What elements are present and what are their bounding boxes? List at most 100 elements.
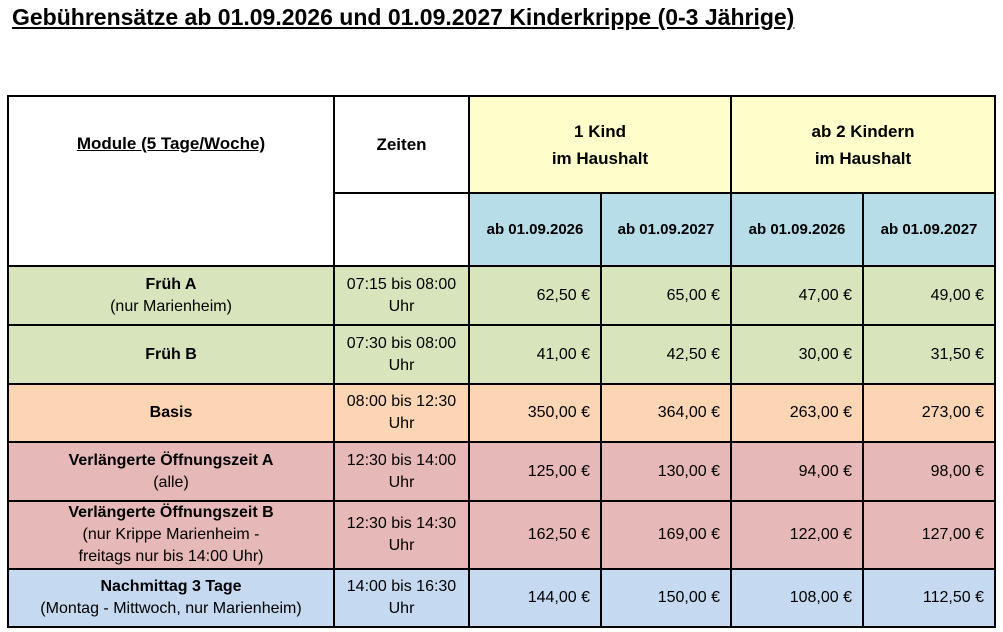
fee-value: 125,00 € <box>527 462 590 480</box>
fee-value: 263,00 € <box>789 404 853 421</box>
date-header: ab 01.09.2026 <box>748 220 846 238</box>
module-cell: Verlängerte Öffnungszeit A (alle) <box>7 441 335 502</box>
fee-value: 150,00 € <box>657 589 721 606</box>
fee-row: Verlängerte Öffnungszeit A (alle) 12:30 bi… <box>7 441 997 502</box>
fee-value: 122,00 € <box>789 526 853 543</box>
fee-cell: 263,00 € <box>730 383 865 443</box>
fee-cell: 108,00 € <box>730 568 865 628</box>
module-name: Verlängerte Öffnungszeit A <box>68 451 274 469</box>
fee-value: 49,00 € <box>930 286 985 304</box>
module-note: freitags nur bis 14:00 Uhr) <box>78 548 264 565</box>
fee-value: 162,50 € <box>527 526 590 543</box>
module-name: Verlängerte Öffnungszeit B <box>68 504 274 521</box>
page-title: Gebührensätze ab 01.09.2026 und 01.09.20… <box>12 4 795 30</box>
date-row: ab 01.09.2026 ab 01.09.2027 ab 01.09.2026 a… <box>8 192 997 267</box>
fee-row: Früh A (nur Marienheim) 07:15 bis 08:00 Uh… <box>7 265 997 326</box>
time-text: 12:30 bis 14:30 Uhr <box>346 515 457 554</box>
group-header: im Haushalt <box>814 148 912 168</box>
time-text: 07:30 bis 08:00 Uhr <box>346 334 457 374</box>
group-header: 1 Kind <box>574 121 626 141</box>
fee-row: Nachmittag 3 Tage (Montag - Mittwoch, nur… <box>7 568 997 628</box>
fee-value: 65,00 € <box>666 286 721 304</box>
module-name: Basis <box>149 404 193 421</box>
fee-cell: 125,00 € <box>468 441 602 502</box>
fee-cell: 62,50 € <box>468 265 602 326</box>
fee-value: 112,50 € <box>922 589 985 606</box>
fee-cell: 98,00 € <box>862 441 997 502</box>
module-name: Früh B <box>145 345 197 363</box>
fee-row: Verlängerte Öffnungszeit B (nur Krippe Ma… <box>7 500 997 570</box>
fee-value: 30,00 € <box>798 345 853 363</box>
fee-value: 47,00 € <box>798 286 853 304</box>
header-row: Module (5 Tage/Woche) Zeiten 1 Kind im Haus… <box>7 95 997 267</box>
group-header: im Haushalt <box>551 148 649 168</box>
date-header: ab 01.09.2027 <box>880 220 978 238</box>
fee-table: Module (5 Tage/Woche) Zeiten 1 Kind im Haus… <box>7 95 997 628</box>
fee-value: 364,00 € <box>657 404 721 421</box>
fee-cell: 150,00 € <box>599 568 733 628</box>
time-cell: 12:30 bis 14:00 Uhr <box>333 441 470 502</box>
fee-value: 169,00 € <box>657 526 721 543</box>
date-header-cell: ab 01.09.2027 <box>599 192 733 267</box>
fee-value: 273,00 € <box>921 404 985 421</box>
fee-value: 108,00 € <box>789 589 853 606</box>
time-cell: 08:00 bis 12:30 Uhr <box>333 383 470 443</box>
fee-cell: 273,00 € <box>862 383 997 443</box>
fee-value: 94,00 € <box>798 462 853 480</box>
group-header: ab 2 Kindern <box>811 121 915 141</box>
module-header: Module (5 Tage/Woche) <box>76 134 266 153</box>
table-header: Module (5 Tage/Woche) Zeiten 1 Kind im Haus… <box>7 95 997 267</box>
fee-cell: 31,50 € <box>862 324 997 385</box>
date-header-cell: ab 01.09.2026 <box>730 192 865 267</box>
fee-value: 98,00 € <box>930 462 985 480</box>
date-header-cell: ab 01.09.2026 <box>468 192 602 267</box>
module-cell: Nachmittag 3 Tage (Montag - Mittwoch, nur… <box>7 568 335 628</box>
fee-value: 350,00 € <box>527 404 590 421</box>
time-cell: 12:30 bis 14:30 Uhr <box>333 500 470 570</box>
fee-cell: 162,50 € <box>468 500 602 570</box>
fee-cell: 42,50 € <box>599 324 733 385</box>
fee-value: 41,00 € <box>536 345 590 363</box>
module-name: Nachmittag 3 Tage <box>100 578 242 595</box>
fee-value: 144,00 € <box>527 589 590 606</box>
module-cell: Früh A (nur Marienheim) <box>7 265 335 326</box>
time-text: 14:00 bis 16:30 Uhr <box>346 578 457 617</box>
module-note: (Montag - Mittwoch, nur Marienheim) <box>40 600 302 617</box>
module-header-cell: Module (5 Tage/Woche) <box>7 95 335 267</box>
fee-row: Früh B 07:30 bis 08:00 Uhr 41,00 € 42,50 € 3… <box>7 324 997 385</box>
times-header: Zeiten <box>376 134 427 154</box>
time-cell: 14:00 bis 16:30 Uhr <box>333 568 470 628</box>
fee-value: 62,50 € <box>536 286 590 304</box>
fee-value: 31,50 € <box>930 345 985 363</box>
fee-cell: 65,00 € <box>599 265 733 326</box>
fee-cell: 112,50 € <box>862 568 997 628</box>
fee-cell: 144,00 € <box>468 568 602 628</box>
empty-cell <box>333 192 470 267</box>
fee-cell: 127,00 € <box>862 500 997 570</box>
group-header-cell: ab 2 Kindern im Haushalt <box>730 95 997 194</box>
fee-value: 130,00 € <box>657 462 721 480</box>
module-name: Früh A <box>145 275 197 293</box>
fee-cell: 364,00 € <box>599 383 733 443</box>
table-body: Früh A (nur Marienheim) 07:15 bis 08:00 Uh… <box>7 265 997 628</box>
fee-cell: 49,00 € <box>862 265 997 326</box>
date-header: ab 01.09.2027 <box>617 220 715 238</box>
times-header-cell: Zeiten <box>333 95 470 194</box>
time-text: 08:00 bis 12:30 Uhr <box>346 393 457 432</box>
fee-cell: 41,00 € <box>468 324 602 385</box>
time-cell: 07:15 bis 08:00 Uhr <box>333 265 470 326</box>
fee-value: 42,50 € <box>666 345 721 363</box>
fee-value: 127,00 € <box>921 526 985 543</box>
module-cell: Basis <box>7 383 335 443</box>
module-cell: Verlängerte Öffnungszeit B (nur Krippe Ma… <box>7 500 335 570</box>
time-text: 07:15 bis 08:00 Uhr <box>346 275 457 315</box>
module-note: (nur Marienheim) <box>110 297 232 315</box>
time-text: 12:30 bis 14:00 Uhr <box>346 451 457 491</box>
fee-cell: 94,00 € <box>730 441 865 502</box>
date-header-cell: ab 01.09.2027 <box>862 192 997 267</box>
fee-cell: 47,00 € <box>730 265 865 326</box>
fee-cell: 30,00 € <box>730 324 865 385</box>
fee-cell: 122,00 € <box>730 500 865 570</box>
module-note: (nur Krippe Marienheim - <box>82 526 260 543</box>
